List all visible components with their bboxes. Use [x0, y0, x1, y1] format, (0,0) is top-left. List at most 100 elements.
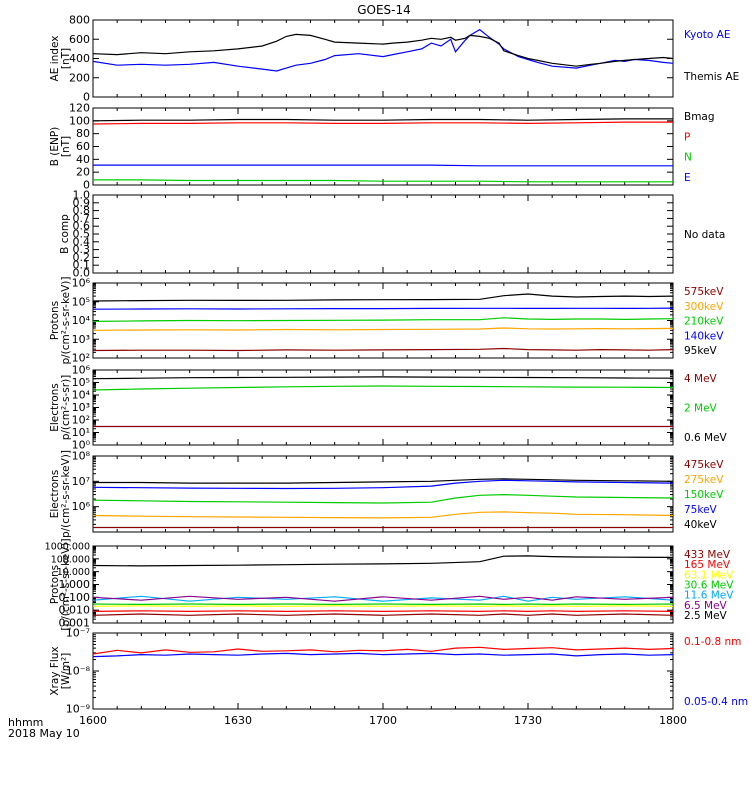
- panel-frame: [92, 19, 674, 98]
- y-tick-label: 40: [76, 153, 90, 166]
- panel-protons_hi: 10² 10³ 10⁴ 10⁵ 10⁶ Protons p/(cm²-s-sr-keV)] 5…: [49, 276, 724, 364]
- y-tick-label: 10³: [72, 333, 90, 346]
- footer-time-label: hhmm: [8, 716, 43, 729]
- y-axis-label: p/(cm²-s-sr-keV)]: [60, 276, 72, 364]
- y-axis-label: p/(cm²-s-sr-keV)]: [60, 450, 72, 538]
- y-tick-label: 100: [69, 114, 90, 127]
- series-line: [92, 595, 674, 602]
- y-tick-label: 10⁶: [72, 364, 91, 377]
- y-tick-label: 0.5: [73, 228, 91, 241]
- y-tick-label: 10⁶: [72, 500, 91, 513]
- y-axis-label: Xray Flux: [49, 646, 61, 695]
- series-line: [92, 118, 673, 122]
- legend-entry: 63.1 MeV: [684, 569, 734, 581]
- series-line: [92, 652, 674, 658]
- x-tick-label: 1630: [224, 714, 252, 727]
- legend-entry: N: [684, 152, 692, 164]
- legend-entry: 140keV: [684, 330, 724, 342]
- legend-entry: 433 MeV: [684, 549, 731, 561]
- y-axis-label: Electrons: [49, 470, 61, 519]
- y-axis-label: [nT]: [60, 48, 72, 69]
- legend-entry: 2 MeV: [684, 403, 718, 415]
- legend-entry: Bmag: [684, 111, 715, 123]
- x-tick-label: 1700: [369, 714, 397, 727]
- series-line: [92, 28, 674, 72]
- y-tick-label: 0: [83, 179, 90, 192]
- no-data-note: No data: [684, 229, 725, 241]
- legend-entry: 475keV: [684, 459, 724, 471]
- series-line: [92, 33, 674, 67]
- y-tick-label: 0.6: [73, 220, 91, 233]
- series-line: [92, 595, 674, 602]
- legend-entry: 2.5 MeV: [684, 610, 728, 622]
- legend-entry: 4 MeV: [684, 373, 718, 385]
- legend-entry: 275keV: [684, 474, 724, 486]
- y-tick-label: 600: [69, 33, 90, 46]
- y-tick-label: 10⁷: [72, 475, 90, 488]
- series-line: [92, 385, 674, 391]
- y-tick-label: 80: [76, 127, 90, 140]
- y-tick-label: 10⁸: [72, 450, 91, 463]
- y-tick-label: 100.000: [51, 554, 90, 565]
- y-tick-label: 10⁴: [72, 389, 91, 402]
- y-tick-label: 1000.000: [45, 542, 90, 553]
- panel-bcomp: 0.00.10.20.30.40.50.60.70.80.91.0B comp N…: [59, 189, 725, 280]
- y-tick-label: 400: [69, 52, 90, 65]
- y-tick-label: 10⁻⁷: [66, 627, 90, 640]
- y-tick-label: 0.8: [73, 204, 91, 217]
- legend-entry: 0.05-0.4 nm: [684, 696, 748, 708]
- series-line: [93, 478, 674, 484]
- y-tick-label: 1.0: [73, 189, 91, 202]
- y-tick-label: 0.1: [73, 259, 91, 272]
- y-tick-label: 0.100: [59, 591, 91, 604]
- series-line: [92, 493, 674, 504]
- series-line: [93, 179, 673, 183]
- y-tick-label: 10²: [72, 414, 90, 427]
- x-tick-label: 1800: [659, 714, 687, 727]
- panel-frame: [92, 455, 674, 533]
- legend-entry: 40keV: [684, 519, 718, 531]
- y-axis-label: Protons: [49, 301, 61, 340]
- series-line: [92, 347, 674, 352]
- y-tick-label: 120: [69, 102, 90, 115]
- footer-date-label: 2018 May 10: [8, 727, 80, 740]
- legend-entry: E: [684, 172, 691, 184]
- legend-entry: 0.6 MeV: [684, 432, 728, 444]
- y-tick-label: 10⁻⁸: [66, 665, 91, 678]
- series-line: [92, 293, 674, 302]
- series-line: [92, 376, 674, 380]
- y-axis-label: [nT]: [60, 136, 72, 157]
- legend-entry: 165 MeV: [684, 559, 731, 571]
- series-line: [92, 307, 674, 310]
- y-tick-label: 10¹: [72, 426, 90, 439]
- y-tick-label: 10⁰: [72, 439, 91, 452]
- y-tick-label: 10⁵: [72, 295, 90, 308]
- legend-entry: 6.5 MeV: [684, 600, 728, 612]
- panel-frame: [92, 632, 674, 710]
- y-tick-label: 0.001: [59, 617, 91, 630]
- legend-entry: 30.6 MeV: [684, 580, 734, 592]
- y-tick-label: 1.000: [59, 578, 91, 591]
- y-tick-label: 800: [69, 14, 90, 27]
- legend-entry: Kyoto AE: [684, 29, 730, 41]
- series-line: [92, 121, 673, 125]
- panel-ae: 0 200 400 600 800 AE index [nT] Kyoto AE Themis …: [49, 14, 739, 104]
- y-axis-label: Protons: [49, 565, 61, 604]
- series-line: [92, 317, 674, 322]
- y-tick-label: 20: [76, 166, 90, 179]
- y-tick-label: 0.4: [73, 235, 91, 248]
- legend-entry: 150keV: [684, 489, 724, 501]
- series-line: [92, 479, 674, 490]
- y-tick-label: 10³: [72, 401, 90, 414]
- y-tick-label: 10⁶: [72, 277, 91, 290]
- x-tick-label: 1600: [79, 714, 107, 727]
- chart-title: GOES-14: [357, 3, 411, 17]
- series-line: [92, 327, 674, 331]
- y-axis-label: [p/(cm²-s-sr-keV)]: [60, 538, 72, 630]
- y-tick-label: 10⁻⁹: [66, 703, 90, 716]
- y-tick-label: 0.9: [73, 196, 91, 209]
- series-line: [93, 164, 673, 167]
- y-axis-label: B comp: [59, 214, 71, 254]
